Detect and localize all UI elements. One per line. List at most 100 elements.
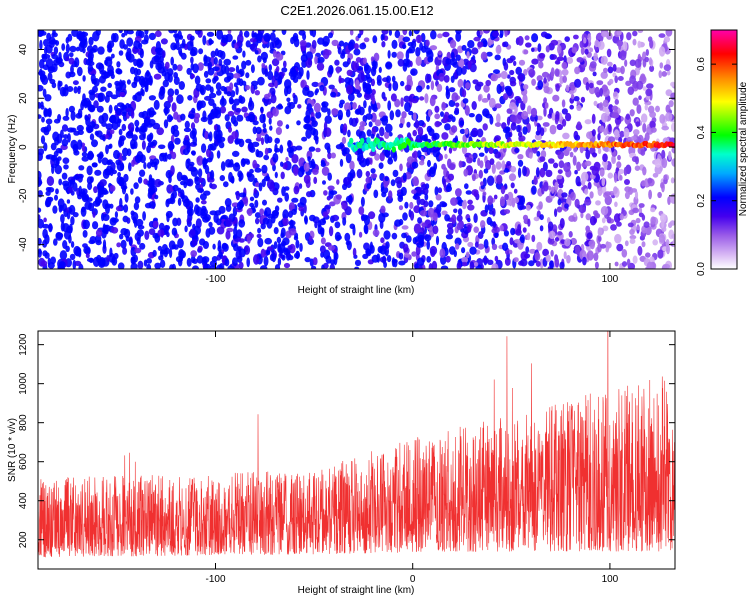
spectrogram-cell: [303, 162, 310, 172]
spectrogram-cell: [202, 157, 208, 168]
spectrogram-cell: [600, 243, 607, 249]
spectrogram-cell: [169, 248, 173, 259]
spectrogram-cell: [640, 73, 646, 82]
spectrogram-cell: [611, 112, 620, 119]
spectrogram-cell: [428, 109, 432, 117]
spectrogram-cell: [434, 120, 441, 128]
spectrogram-cell: [542, 248, 549, 257]
spectrogram-cell: [483, 30, 490, 34]
spectrogram-cell: [306, 103, 312, 111]
spectrogram-cell: [478, 169, 483, 179]
spectrogram-cell: [302, 86, 310, 96]
spectrogram-cell: [213, 57, 218, 65]
spectrogram-cell: [335, 194, 342, 200]
spectrogram-cell: [399, 123, 404, 129]
spectrogram-cell: [338, 115, 343, 121]
spectrogram-cell: [409, 201, 414, 210]
spectrogram-cell: [461, 44, 467, 51]
spectrogram-cell: [536, 115, 543, 121]
spectrogram-cell: [236, 114, 244, 122]
spectrogram-cell: [162, 79, 169, 88]
spectrogram-cell: [285, 124, 290, 130]
spectrogram-cell: [411, 251, 417, 257]
spectrogram-cell: [587, 181, 592, 190]
spectrogram-cell: [305, 128, 312, 139]
spectrogram-cell: [425, 73, 430, 84]
spectrogram-cell: [360, 196, 365, 207]
spectrogram-cell: [431, 260, 438, 269]
spectrogram-cell: [523, 49, 529, 55]
spectrogram-cell: [508, 173, 517, 182]
spectrogram-cell: [595, 200, 601, 206]
spectrogram-cell: [556, 123, 563, 131]
spectrogram-cell: [335, 66, 341, 74]
spectrogram-cell: [539, 156, 546, 162]
spectrogram-cell: [543, 85, 550, 94]
spectrogram-cell: [550, 249, 554, 257]
spectrogram-cell: [472, 152, 478, 160]
spectrogram-cell: [119, 177, 124, 187]
spectrogram-cell: [370, 168, 376, 174]
spectrogram-cell: [154, 262, 162, 269]
colorbar: 0.00.20.40.6 Normalized spectral amplitu…: [696, 29, 749, 276]
spectrogram-cell: [206, 157, 213, 163]
spectrogram-cell: [491, 163, 496, 174]
spectrogram-cell: [541, 185, 545, 195]
spectrogram-cell: [334, 231, 341, 242]
spectrogram-cell: [594, 261, 599, 269]
spectrogram-cell: [186, 178, 194, 187]
spectrogram-cell: [125, 107, 133, 113]
spectrogram-cell: [251, 141, 260, 147]
spectrogram-cell: [513, 188, 518, 194]
spectrogram-cell: [586, 250, 594, 261]
spectrogram-cell: [365, 176, 372, 184]
spectrogram-cell: [549, 260, 554, 269]
spectrogram-cell: [87, 100, 92, 107]
spectrogram-cell: [91, 162, 98, 168]
spectrogram-cell: [330, 152, 336, 159]
spectrogram-cell: [517, 35, 524, 46]
spectrogram-cell: [227, 265, 235, 269]
spectrogram-cell: [432, 132, 440, 140]
spectrogram-cell: [391, 51, 398, 58]
spectrogram-cell: [458, 160, 463, 168]
spectrogram-cell: [671, 122, 675, 132]
spectrogram-cell: [275, 53, 284, 61]
spectrogram-cell: [249, 38, 257, 43]
spectrogram-cell: [279, 247, 283, 257]
spectrogram-cell: [418, 120, 425, 127]
spectrogram-cell: [68, 57, 75, 65]
spectrogram-cell: [493, 69, 500, 74]
spectrogram-cell: [484, 204, 489, 214]
spectrogram-cell: [43, 107, 48, 118]
spectrogram-cell: [139, 48, 144, 59]
spectrogram-cell: [601, 184, 607, 195]
spectrogram-cell: [58, 148, 63, 154]
spectrogram-cell: [338, 75, 342, 84]
spectrogram-cell: [45, 118, 53, 125]
spectrogram-cell: [569, 90, 575, 95]
spectrogram-cell: [97, 191, 102, 200]
spectrogram-cell: [644, 104, 648, 111]
spectrogram-cell: [467, 217, 471, 223]
spectrogram-cell: [401, 232, 407, 239]
spectrogram-cell: [551, 186, 555, 194]
spectrogram-cell: [208, 226, 216, 235]
spectrogram-cell: [435, 194, 442, 201]
spectrogram-cell: [276, 65, 280, 73]
spectrogram-cell: [179, 50, 183, 57]
spectrogram-cell: [105, 56, 113, 61]
spectrogram-cell: [97, 92, 104, 103]
spectrogram-cell: [642, 166, 647, 176]
spectrogram-cell: [391, 39, 398, 50]
spectrogram-cell: [353, 89, 361, 95]
spectrogram-cell: [451, 92, 459, 102]
spectrogram-cell: [269, 32, 276, 42]
spectrogram-cell: [369, 244, 375, 254]
spectrogram-cell: [477, 231, 484, 240]
spectrogram-cell: [482, 191, 487, 196]
spectrogram-cell: [600, 71, 608, 79]
spectrogram-cell: [555, 83, 560, 92]
spectrogram-cell: [638, 212, 644, 218]
spectrogram-cell: [441, 132, 449, 140]
